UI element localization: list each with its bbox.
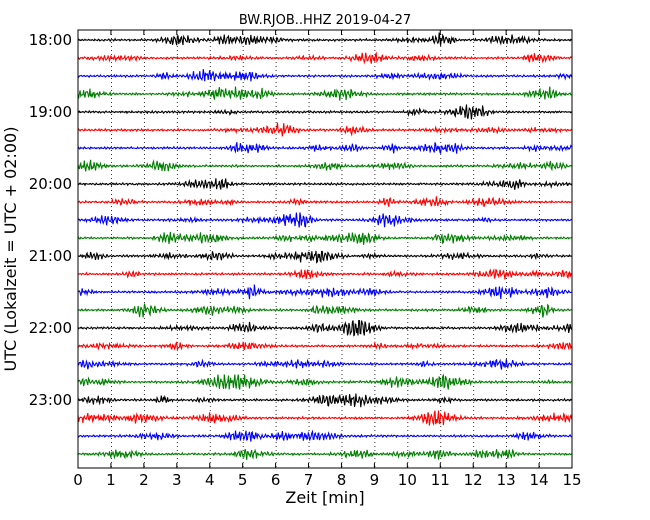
seismic-trace [77, 268, 573, 280]
x-tick-label: 2 [139, 471, 149, 489]
x-axis-label: Zeit [min] [285, 488, 364, 507]
seismic-trace [77, 104, 572, 120]
seismic-trace [77, 303, 572, 318]
seismic-trace [77, 178, 572, 190]
seismic-traces [77, 32, 573, 460]
seismic-trace [77, 142, 572, 154]
x-tick-label: 10 [398, 471, 417, 489]
x-axis-ticks: 0 1 2 3 4 5 6 7 8 9 10 11 12 13 14 15 [73, 30, 582, 489]
x-tick-label: 7 [304, 471, 314, 489]
seismic-trace [77, 231, 572, 245]
x-tick-label: 0 [73, 471, 83, 489]
seismic-trace [77, 358, 572, 370]
y-tick-label: 22:00 [29, 319, 72, 337]
seismic-trace [78, 250, 572, 264]
x-tick-label: 12 [464, 471, 483, 489]
seismic-trace [77, 284, 572, 300]
y-tick-label: 23:00 [29, 391, 72, 409]
seismic-trace [77, 32, 572, 46]
x-tick-label: 11 [431, 471, 450, 489]
seismic-trace [77, 410, 573, 427]
seismic-trace [77, 196, 572, 208]
plot-frame [77, 29, 573, 469]
seismic-trace [77, 448, 572, 460]
seismic-trace [77, 122, 572, 137]
chart-title: BW.RJOB..HHZ 2019-04-27 [239, 13, 411, 28]
y-tick-label: 18:00 [29, 31, 72, 49]
y-tick-label: 21:00 [29, 247, 72, 265]
x-tick-label: 4 [205, 471, 215, 489]
y-axis-ticks: 18:00 19:00 20:00 21:00 22:00 23:00 [29, 31, 572, 409]
seismic-trace [77, 69, 573, 82]
x-tick-label: 6 [271, 471, 281, 489]
x-tick-label: 5 [238, 471, 248, 489]
x-tick-label: 8 [337, 471, 347, 489]
y-tick-label: 19:00 [29, 103, 72, 121]
seismic-trace [77, 340, 573, 352]
seismic-trace [77, 429, 572, 442]
x-tick-label: 13 [497, 471, 516, 489]
x-tick-label: 15 [562, 471, 581, 489]
x-tick-label: 3 [172, 471, 182, 489]
seismic-trace [77, 86, 572, 101]
seismic-trace [77, 393, 572, 408]
y-tick-label: 20:00 [29, 175, 72, 193]
seismic-trace [77, 212, 572, 228]
seismic-trace [77, 319, 573, 337]
seismic-trace [77, 373, 572, 390]
y-axis-label: UTC (Lokalzeit = UTC + 02:00) [1, 127, 20, 372]
x-tick-label: 1 [106, 471, 116, 489]
x-tick-label: 14 [530, 471, 549, 489]
seismic-trace [77, 51, 572, 65]
x-tick-label: 9 [370, 471, 380, 489]
seismic-trace [77, 159, 572, 172]
